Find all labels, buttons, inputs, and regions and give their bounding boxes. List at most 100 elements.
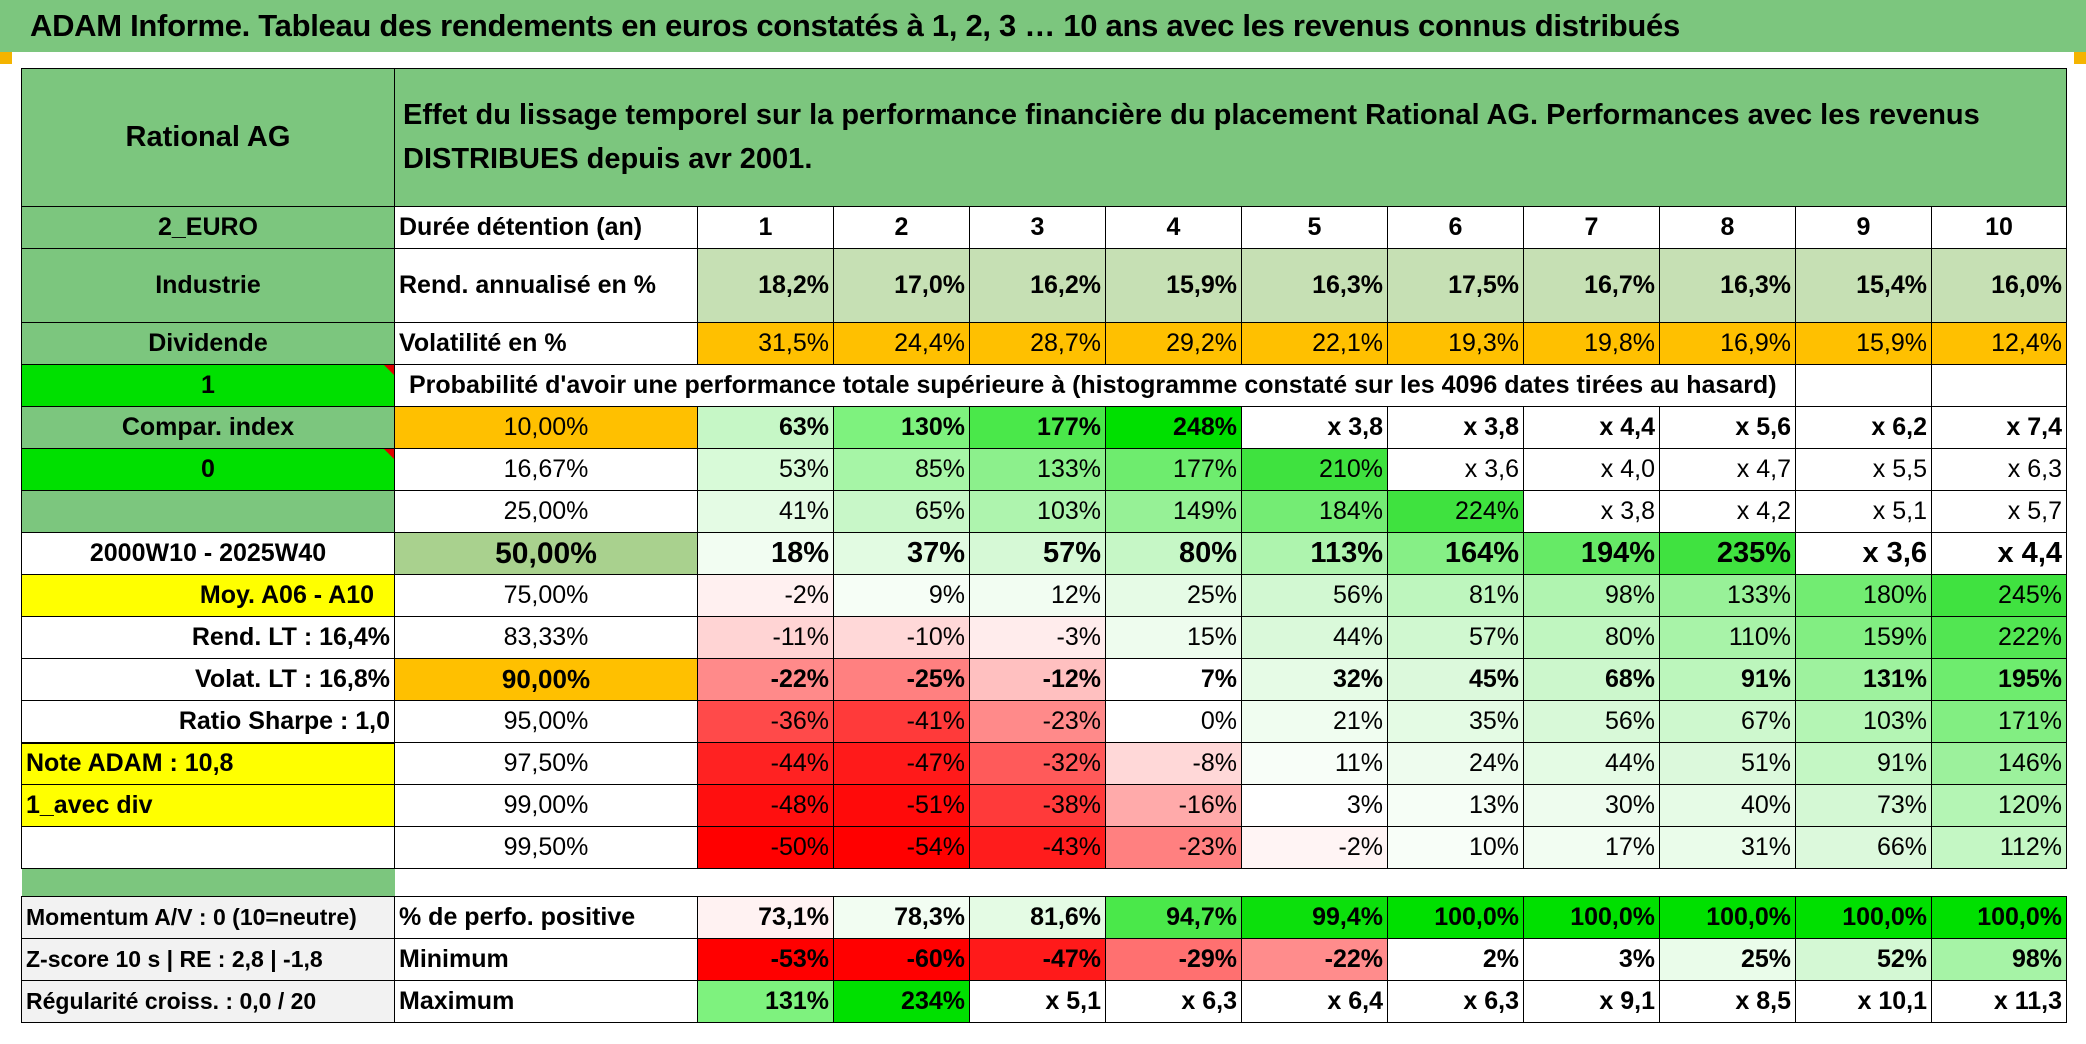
prob-cell: 10% — [1387, 826, 1524, 869]
prob-cell: 37% — [833, 532, 970, 575]
prob-cell: -36% — [697, 700, 834, 743]
prob-cell: 35% — [1387, 700, 1524, 743]
prob-threshold: 16,67% — [394, 448, 698, 491]
prob-cell: 149% — [1105, 490, 1242, 533]
year-header: 3 — [969, 206, 1106, 249]
prob-cell: 224% — [1387, 490, 1524, 533]
corner-marker — [0, 52, 12, 64]
minimum-cell: 3% — [1523, 938, 1660, 981]
maximum-cell: x 10,1 — [1795, 980, 1932, 1023]
volat-cell: 16,9% — [1659, 322, 1796, 365]
volat-cell: 15,9% — [1795, 322, 1932, 365]
prob-cell: -3% — [969, 616, 1106, 659]
table-header-text: Effet du lissage temporel sur la perform… — [394, 68, 2067, 207]
positive-cell: 100,0% — [1523, 896, 1660, 939]
prob-cell: x 4,0 — [1523, 448, 1660, 491]
prob-threshold: 97,50% — [394, 742, 698, 785]
prob-cell: -54% — [833, 826, 970, 869]
prob-threshold: 25,00% — [394, 490, 698, 533]
prob-cell: -51% — [833, 784, 970, 827]
prob-cell: -12% — [969, 658, 1106, 701]
fund-name: Rational AG — [21, 68, 395, 207]
prob-cell: 15% — [1105, 616, 1242, 659]
rend-cell: 17,5% — [1387, 248, 1524, 323]
prob-cell: 194% — [1523, 532, 1660, 575]
prob-cell: 131% — [1795, 658, 1932, 701]
prob-cell: 98% — [1523, 574, 1660, 617]
prob-cell: 51% — [1659, 742, 1796, 785]
prob-cell: 3% — [1241, 784, 1388, 827]
one-value: 1 — [21, 364, 395, 407]
prob-cell: 56% — [1241, 574, 1388, 617]
prob-cell: 53% — [697, 448, 834, 491]
zscore-label: Z-score 10 s | RE : 2,8 | -1,8 — [21, 938, 395, 981]
prob-cell: -25% — [833, 658, 970, 701]
volat-cell: 24,4% — [833, 322, 970, 365]
prob-threshold: 50,00% — [394, 532, 698, 575]
year-header: 7 — [1523, 206, 1660, 249]
positive-label: % de perfo. positive — [394, 896, 698, 939]
prob-cell: 44% — [1523, 742, 1660, 785]
minimum-cell: -47% — [969, 938, 1106, 981]
moy-label: Moy. A06 - A10 — [21, 574, 395, 617]
prob-cell: -50% — [697, 826, 834, 869]
prob-threshold: 83,33% — [394, 616, 698, 659]
year-header: 2 — [833, 206, 970, 249]
prob-cell: 245% — [1931, 574, 2067, 617]
rend-cell: 18,2% — [697, 248, 834, 323]
volat-cell: 31,5% — [697, 322, 834, 365]
spacer-green — [21, 868, 395, 897]
prob-threshold: 99,00% — [394, 784, 698, 827]
zero-value: 0 — [21, 448, 395, 491]
prob-cell: -10% — [833, 616, 970, 659]
volat-lt-label: Volat. LT : 16,8% — [21, 658, 395, 701]
prob-cell: 130% — [833, 406, 970, 449]
sector-label: Industrie — [21, 248, 395, 323]
volat-cell: 22,1% — [1241, 322, 1388, 365]
prob-cell: 30% — [1523, 784, 1660, 827]
prob-cell: 91% — [1659, 658, 1796, 701]
prob-cell: 11% — [1241, 742, 1388, 785]
report-title: ADAM Informe. Tableau des rendements en … — [30, 8, 1680, 43]
dividend-label: Dividende — [21, 322, 395, 365]
prob-cell: 184% — [1241, 490, 1388, 533]
prob-cell: 112% — [1931, 826, 2067, 869]
empty-cell — [1795, 364, 1932, 407]
prob-cell: 164% — [1387, 532, 1524, 575]
minimum-label: Minimum — [394, 938, 698, 981]
rend-cell: 16,3% — [1659, 248, 1796, 323]
prob-cell: x 5,6 — [1659, 406, 1796, 449]
prob-cell: -38% — [969, 784, 1106, 827]
sharpe-label: Ratio Sharpe : 1,0 — [21, 700, 395, 743]
year-header: 9 — [1795, 206, 1932, 249]
prob-cell: 113% — [1241, 532, 1388, 575]
minimum-cell: 2% — [1387, 938, 1524, 981]
prob-cell: -16% — [1105, 784, 1242, 827]
note-adam-label: Note ADAM : 10,8 — [21, 741, 395, 785]
volat-label: Volatilité en % — [394, 322, 698, 365]
maximum-cell: 131% — [697, 980, 834, 1023]
corner-marker — [2074, 52, 2086, 64]
minimum-cell: -29% — [1105, 938, 1242, 981]
positive-cell: 99,4% — [1241, 896, 1388, 939]
prob-cell: 12% — [969, 574, 1106, 617]
volat-cell: 19,8% — [1523, 322, 1660, 365]
prob-cell: 17% — [1523, 826, 1660, 869]
maximum-cell: x 9,1 — [1523, 980, 1660, 1023]
prob-cell: 44% — [1241, 616, 1388, 659]
prob-cell: 103% — [969, 490, 1106, 533]
prob-cell: 7% — [1105, 658, 1242, 701]
prob-cell: 85% — [833, 448, 970, 491]
rend-cell: 15,4% — [1795, 248, 1932, 323]
prob-cell: 120% — [1931, 784, 2067, 827]
title-bar: ADAM Informe. Tableau des rendements en … — [0, 0, 2086, 52]
prob-cell: x 5,5 — [1795, 448, 1932, 491]
prob-cell: 18% — [697, 532, 834, 575]
positive-cell: 100,0% — [1795, 896, 1932, 939]
positive-cell: 94,7% — [1105, 896, 1242, 939]
prob-cell: x 3,6 — [1387, 448, 1524, 491]
prob-cell: 80% — [1523, 616, 1660, 659]
prob-cell: 65% — [833, 490, 970, 533]
prob-threshold: 10,00% — [394, 406, 698, 449]
prob-cell: 235% — [1659, 532, 1796, 575]
